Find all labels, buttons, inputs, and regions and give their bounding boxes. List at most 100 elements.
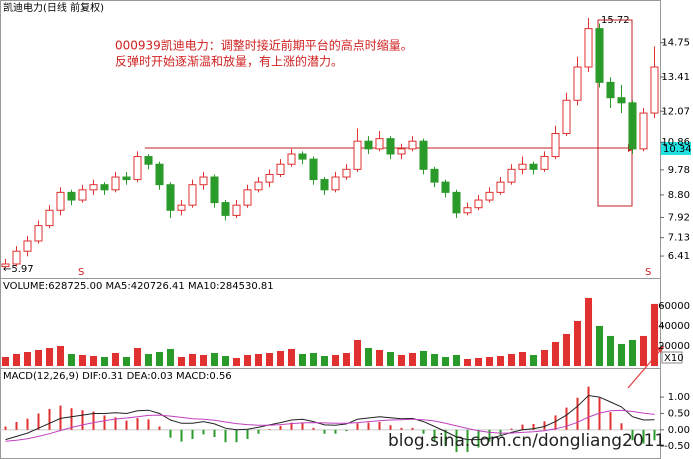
- volume-bar: [12, 353, 21, 366]
- volume-bar: [144, 353, 153, 366]
- candle-body: [474, 199, 483, 209]
- volume-bar: [309, 352, 318, 366]
- candle-body: [133, 156, 142, 181]
- volume-bar: [375, 349, 384, 366]
- candle-body: [584, 28, 593, 68]
- volume-bar: [540, 349, 549, 366]
- y-tick-label: 7.13: [668, 233, 690, 244]
- volume-bar: [518, 351, 527, 366]
- candle-body: [166, 184, 175, 211]
- candle-body: [628, 102, 637, 150]
- macd-title: MACD(12,26,9) DIF:0.31 DEA:0.03 MACD:0.5…: [3, 371, 232, 382]
- volume-bar: [243, 354, 252, 366]
- watermark: blog.sina.com.cn/dongliang2011: [388, 431, 665, 451]
- candle-body: [12, 250, 21, 265]
- y-tick-label: 12.07: [661, 106, 690, 117]
- candle-body: [507, 168, 516, 183]
- candle-body: [485, 191, 494, 201]
- volume-bar: [199, 354, 208, 366]
- candle-body: [78, 189, 87, 201]
- candle-body: [100, 184, 109, 191]
- candle-body: [320, 179, 329, 191]
- candle-body: [177, 204, 186, 211]
- volume-bar: [320, 355, 329, 366]
- candle-body: [562, 99, 571, 135]
- volume-bar: [474, 357, 483, 366]
- y-tick-label: 20000: [658, 341, 690, 352]
- y-tick-label: 10.86: [661, 137, 690, 148]
- y-tick-label: 0.00: [668, 425, 690, 436]
- candle-body: [463, 207, 472, 214]
- volume-bar: [430, 353, 439, 366]
- y-tick-label: 40000: [658, 321, 690, 332]
- candle-body: [540, 156, 549, 170]
- y-tick-label: 8.80: [668, 190, 690, 201]
- candle-body: [375, 138, 384, 150]
- candle-body: [364, 140, 373, 150]
- volume-bar: [562, 333, 571, 366]
- volume-bar: [452, 354, 461, 366]
- candle-body: [23, 240, 32, 252]
- candle-body: [287, 153, 296, 165]
- volume-bar: [67, 353, 76, 366]
- volume-bar: [441, 356, 450, 366]
- candle-body: [650, 66, 659, 114]
- volume-bar: [364, 347, 373, 366]
- candle-body: [639, 112, 648, 150]
- volume-bar: [353, 339, 362, 366]
- annotation: 000939凯迪电力：调整时接近前期平台的高点时缩量。: [115, 38, 413, 53]
- unit-box: [661, 351, 683, 364]
- volume-bar: [287, 348, 296, 366]
- candle-body: [122, 176, 131, 181]
- volume-bar: [419, 350, 428, 366]
- volume-bar: [122, 356, 131, 366]
- volume-bar: [639, 335, 648, 366]
- volume-bar: [232, 357, 241, 366]
- macd-line: [5, 394, 655, 441]
- candle-body: [155, 163, 164, 186]
- volume-bar: [111, 352, 120, 366]
- candle-body: [111, 176, 120, 191]
- candle-body: [595, 28, 604, 83]
- y-tick-label: -0.50: [664, 441, 690, 452]
- price-label-box: [661, 142, 691, 155]
- candle-body: [276, 163, 285, 175]
- y-tick-label: 60000: [658, 301, 690, 312]
- candle-body: [210, 176, 219, 204]
- candle-body: [232, 204, 241, 216]
- candle-body: [441, 181, 450, 193]
- candle-body: [199, 176, 208, 186]
- volume-bar: [56, 345, 65, 366]
- price-label: 10.34: [663, 144, 692, 155]
- candle-body: [221, 202, 230, 216]
- volume-bar: [34, 349, 43, 366]
- candle-body: [386, 138, 395, 155]
- y-tick-label: 6.41: [668, 251, 690, 262]
- chart-title: 凯迪电力(日线 前复权): [3, 1, 104, 14]
- candle-body: [45, 209, 54, 227]
- y-tick-label: 7.92: [668, 212, 690, 223]
- volume-bar: [89, 355, 98, 366]
- volume-bar: [650, 303, 659, 366]
- candle-body: [342, 168, 351, 178]
- candle-body: [56, 191, 65, 211]
- candle-body: [529, 163, 538, 170]
- y-tick-label: 14.75: [661, 38, 690, 49]
- signal-label: S: [645, 267, 651, 278]
- signal-label: S: [78, 267, 84, 278]
- low-label: ←5.97: [3, 264, 34, 275]
- volume-bar: [1, 356, 10, 366]
- volume-bar: [254, 353, 263, 366]
- macd-line: [5, 409, 655, 442]
- y-tick-label: 0.50: [668, 408, 690, 419]
- candle-body: [408, 140, 417, 150]
- annotation: 反弹时开始逐渐温和放量，有上涨的潜力。: [115, 54, 343, 69]
- volume-bar: [78, 354, 87, 366]
- candle-body: [551, 133, 560, 158]
- volume-bar: [177, 356, 186, 366]
- volume-bar: [298, 353, 307, 366]
- volume-bar: [595, 325, 604, 366]
- volume-bar: [573, 320, 582, 366]
- volume-bar: [617, 343, 626, 366]
